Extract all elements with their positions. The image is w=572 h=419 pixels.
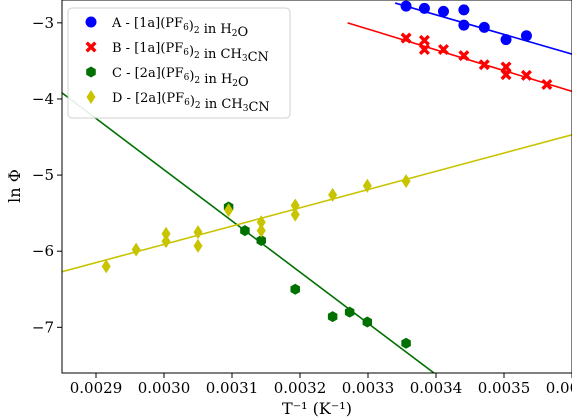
legend-label: C - [2a](PF6)2 in H2O bbox=[112, 66, 249, 90]
x-tick-label: 0.0033 bbox=[342, 379, 395, 397]
legend-marker bbox=[86, 90, 96, 104]
data-points bbox=[101, 0, 553, 349]
data-point bbox=[161, 226, 171, 241]
data-point bbox=[328, 187, 338, 202]
data-point bbox=[437, 43, 449, 55]
y-tick-label: −5 bbox=[32, 166, 54, 184]
data-point bbox=[290, 283, 300, 295]
plot-frame bbox=[61, 0, 572, 374]
data-point bbox=[224, 203, 234, 218]
data-point bbox=[418, 2, 430, 14]
x-tick-label: 0.0030 bbox=[138, 379, 191, 397]
data-point bbox=[520, 69, 532, 81]
x-tick-label: 0.0029 bbox=[70, 379, 123, 397]
legend-label: D - [2a](PF6)2 in CH3CN bbox=[112, 91, 270, 115]
data-point bbox=[256, 235, 266, 247]
x-tick-label: 0.0032 bbox=[274, 379, 327, 397]
x-tick-label: 0.0036 bbox=[546, 379, 572, 397]
x-axis-ticks: 0.0029 0.0030 0.0031 0.0032 0.0033 0.0034 0.00… bbox=[70, 373, 572, 397]
data-point bbox=[256, 215, 266, 230]
data-point bbox=[500, 34, 512, 46]
data-point bbox=[401, 337, 411, 349]
data-point bbox=[520, 30, 532, 42]
data-point bbox=[437, 5, 449, 17]
y-tick-label: −3 bbox=[32, 14, 54, 32]
data-point bbox=[256, 223, 266, 238]
legend-marker bbox=[86, 66, 96, 78]
data-point bbox=[478, 59, 490, 71]
data-point bbox=[193, 238, 203, 253]
data-point bbox=[101, 259, 111, 274]
x-axis-label: T⁻¹ (K⁻¹) bbox=[282, 399, 352, 418]
legend-marker bbox=[85, 41, 97, 53]
data-point bbox=[131, 242, 141, 257]
data-point bbox=[400, 32, 412, 44]
data-point bbox=[240, 225, 250, 237]
y-tick-label: −4 bbox=[32, 90, 54, 108]
y-tick-label: −7 bbox=[32, 318, 54, 336]
legend-label: B - [1a](PF6)2 in CH3CN bbox=[112, 41, 269, 65]
y-axis-label: ln Φ bbox=[5, 169, 24, 203]
data-point bbox=[290, 198, 300, 213]
data-point bbox=[458, 50, 470, 62]
fit-line bbox=[62, 133, 572, 273]
y-tick-label: −6 bbox=[32, 242, 54, 260]
data-point bbox=[362, 316, 373, 328]
fit-line bbox=[347, 22, 572, 93]
y-axis-ticks: −3 −4 −5 −6 −7 bbox=[32, 14, 62, 336]
data-point bbox=[458, 19, 470, 31]
data-point bbox=[400, 0, 412, 12]
data-point bbox=[290, 207, 300, 222]
data-point bbox=[458, 4, 470, 16]
data-point bbox=[541, 78, 553, 90]
data-point bbox=[500, 69, 512, 81]
x-tick-label: 0.0031 bbox=[206, 379, 259, 397]
data-point bbox=[418, 43, 430, 55]
data-point bbox=[362, 178, 372, 193]
data-point bbox=[161, 234, 171, 249]
data-point bbox=[418, 34, 430, 46]
data-point bbox=[193, 225, 203, 240]
data-point bbox=[478, 21, 490, 33]
legend-marker bbox=[85, 16, 97, 28]
data-point bbox=[327, 311, 338, 323]
legend-box bbox=[67, 7, 291, 119]
x-tick-label: 0.0034 bbox=[410, 379, 463, 397]
legend-label: A - [1a](PF6)2 in H2O bbox=[111, 16, 248, 40]
data-point bbox=[401, 174, 411, 189]
x-tick-label: 0.0035 bbox=[478, 379, 531, 397]
data-point bbox=[344, 306, 355, 318]
